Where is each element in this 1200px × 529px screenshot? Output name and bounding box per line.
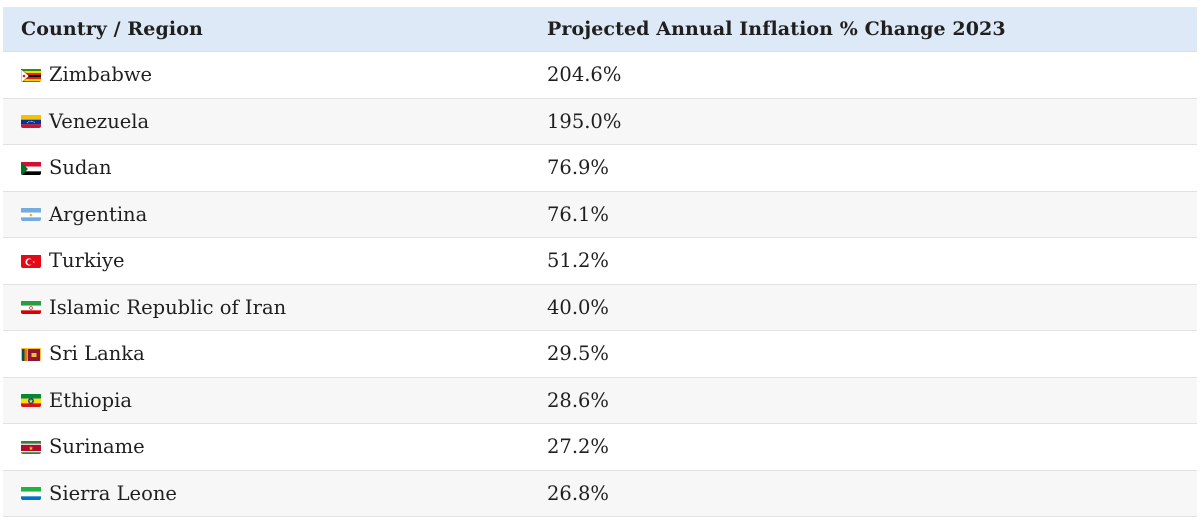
argentina-flag-icon	[21, 207, 41, 222]
value-cell: 195.0%	[547, 110, 1197, 133]
inflation-value: 28.6%	[547, 388, 609, 412]
venezuela-flag-icon	[21, 114, 41, 129]
inflation-value: 76.9%	[547, 156, 609, 180]
sudan-flag-icon	[21, 161, 41, 175]
inflation-value: 51.2%	[547, 249, 609, 273]
zimbabwe-flag-icon	[21, 68, 41, 82]
country-name: Sierra Leone	[49, 481, 177, 505]
inflation-value: 27.2%	[547, 435, 609, 459]
header-country-region: Country / Region	[21, 18, 203, 40]
inflation-value: 40.0%	[547, 295, 609, 319]
country-name: Sri Lanka	[49, 342, 145, 366]
inflation-value: 195.0%	[547, 109, 622, 133]
suriname-flag-icon	[21, 440, 41, 454]
country-cell: Sierra Leone	[3, 482, 547, 505]
country-cell: Islamic Republic of Iran	[3, 296, 547, 319]
country-cell: Sri Lanka	[3, 342, 547, 365]
header-projected-inflation: Projected Annual Inflation % Change 2023	[547, 18, 1006, 40]
country-cell: Turkiye	[3, 249, 547, 272]
value-cell: 28.6%	[547, 389, 1197, 412]
country-cell: Argentina	[3, 203, 547, 226]
table-row: Suriname 27.2%	[3, 424, 1197, 471]
table-row: Zimbabwe 204.6%	[3, 52, 1197, 99]
inflation-value: 204.6%	[547, 63, 622, 87]
header-country-cell: Country / Region	[3, 18, 547, 40]
country-name: Sudan	[49, 156, 112, 180]
country-cell: Suriname	[3, 435, 547, 458]
table-row: Venezuela 195.0%	[3, 98, 1197, 145]
table-row: Sudan 76.9%	[3, 145, 1197, 192]
country-cell: Zimbabwe	[3, 63, 547, 86]
turkiye-flag-icon	[21, 254, 41, 268]
country-name: Zimbabwe	[49, 63, 153, 87]
country-cell: Sudan	[3, 156, 547, 179]
inflation-value: 26.8%	[547, 481, 609, 505]
table-row: Turkiye 51.2%	[3, 238, 1197, 285]
country-name: Ethiopia	[49, 388, 132, 412]
value-cell: 29.5%	[547, 342, 1197, 365]
table-row: Islamic Republic of Iran 40.0%	[3, 284, 1197, 331]
sri-lanka-flag-icon	[21, 347, 41, 361]
value-cell: 40.0%	[547, 296, 1197, 319]
sierra-leone-flag-icon	[21, 486, 41, 501]
country-name: Islamic Republic of Iran	[49, 295, 287, 319]
table-row: Sierra Leone 26.8%	[3, 470, 1197, 517]
iran-flag-icon	[21, 300, 41, 315]
table-row: Sri Lanka 29.5%	[3, 331, 1197, 378]
ethiopia-flag-icon	[21, 393, 41, 408]
country-name: Argentina	[49, 202, 148, 226]
header-value-cell: Projected Annual Inflation % Change 2023	[547, 18, 1197, 40]
value-cell: 76.9%	[547, 156, 1197, 179]
country-name: Turkiye	[49, 249, 125, 273]
value-cell: 27.2%	[547, 435, 1197, 458]
country-name: Venezuela	[49, 109, 150, 133]
inflation-table: Country / Region Projected Annual Inflat…	[3, 7, 1197, 517]
table-row: Argentina 76.1%	[3, 191, 1197, 238]
country-name: Suriname	[49, 435, 145, 459]
value-cell: 26.8%	[547, 482, 1197, 505]
inflation-value: 76.1%	[547, 202, 609, 226]
country-cell: Ethiopia	[3, 389, 547, 412]
country-cell: Venezuela	[3, 110, 547, 133]
value-cell: 76.1%	[547, 203, 1197, 226]
table-body: Zimbabwe 204.6% Venezuela 195.0% Sudan 76.9% A…	[3, 52, 1197, 517]
table-row: Ethiopia 28.6%	[3, 377, 1197, 424]
value-cell: 204.6%	[547, 63, 1197, 86]
table-header-row: Country / Region Projected Annual Inflat…	[3, 7, 1197, 52]
inflation-value: 29.5%	[547, 342, 609, 366]
value-cell: 51.2%	[547, 249, 1197, 272]
